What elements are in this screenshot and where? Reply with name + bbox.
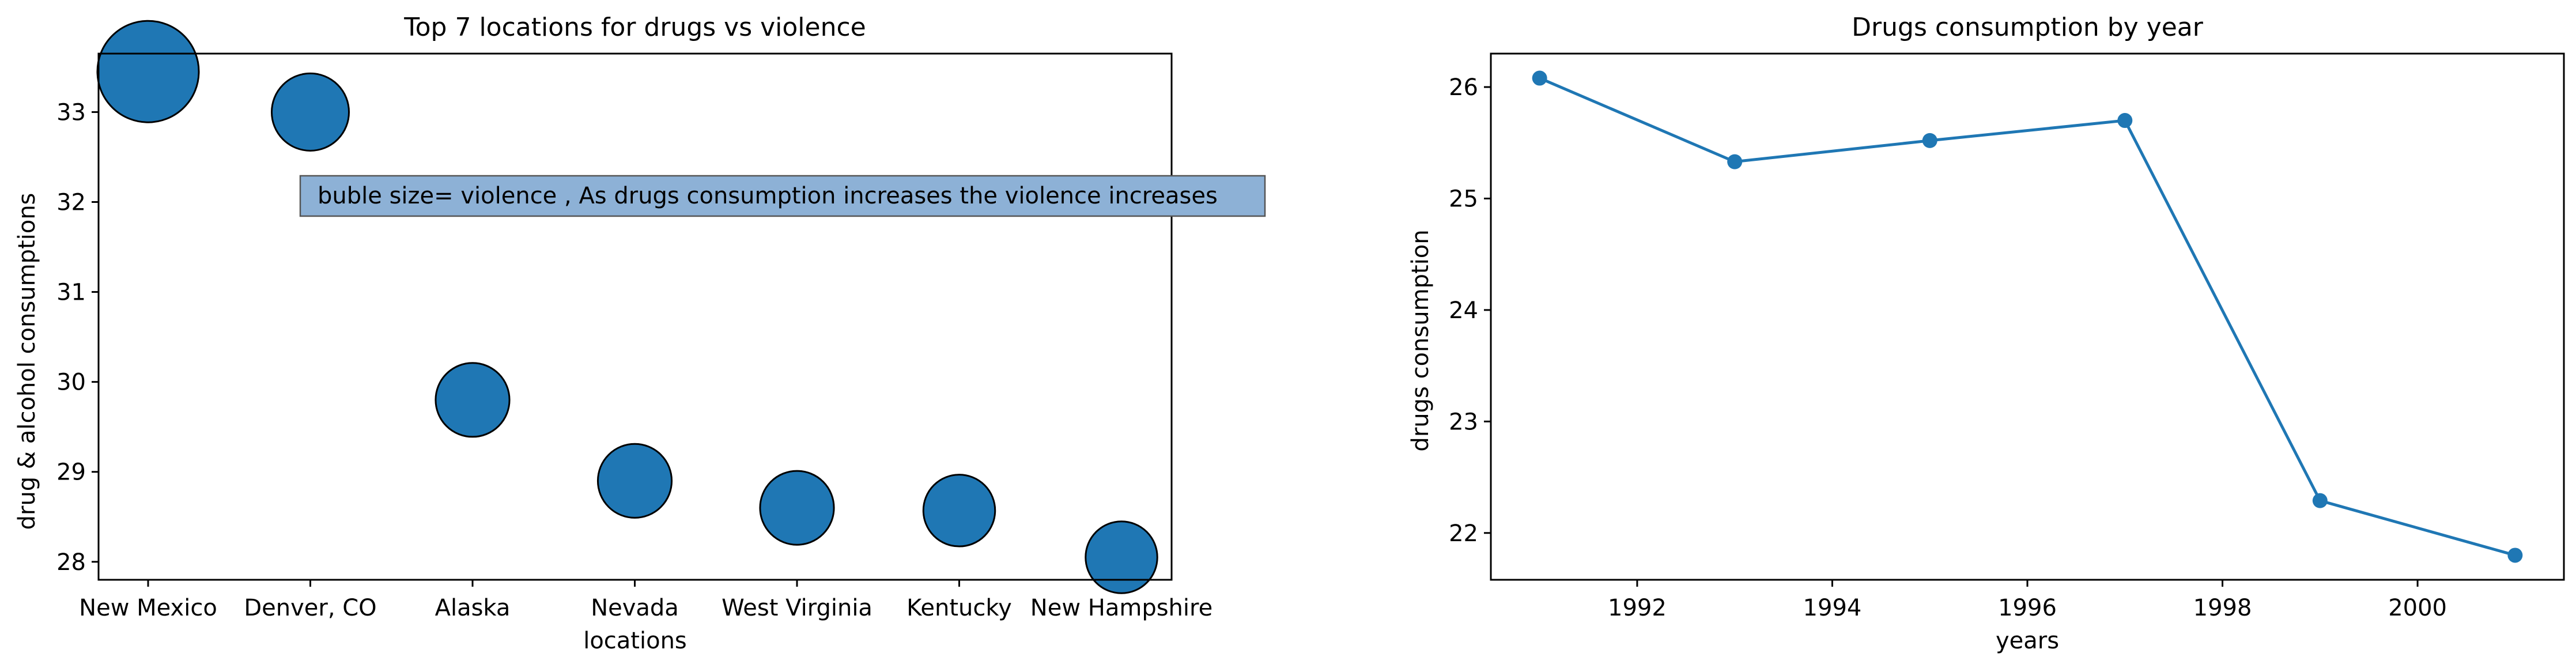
bubble [922, 474, 996, 548]
y-tick-label: 22 [1449, 520, 1478, 547]
data-point [2117, 113, 2133, 129]
data-point [2312, 493, 2328, 508]
x-tick-label: Kentucky [906, 595, 1012, 621]
data-point [1727, 154, 1743, 169]
bubble-chart-y-ticks: 28 29 30 31 32 33 [56, 99, 99, 576]
x-tick-label: Denver, CO [244, 595, 376, 621]
annotation-box [299, 175, 1266, 217]
line-chart-points [1532, 70, 2523, 563]
y-tick-label: 23 [1449, 409, 1478, 435]
bubble-chart: Top 7 locations for drugs vs violence lo… [14, 13, 1266, 654]
y-tick-label: 32 [56, 190, 86, 216]
line-chart-y-ticks: 22 23 24 25 26 [1449, 74, 1491, 547]
x-tick-label: New Hampshire [1030, 595, 1213, 621]
y-tick-label: 28 [56, 549, 86, 576]
x-tick-label: 1992 [1608, 595, 1667, 621]
line-chart: Drugs consumption by year years drugs co… [1407, 13, 2565, 654]
y-tick-label: 30 [56, 369, 86, 396]
bubble-chart-y-axis-label: drug & alcohol consumptions [14, 193, 40, 530]
x-tick-label: 1994 [1803, 595, 1862, 621]
x-tick-label: Alaska [435, 595, 511, 621]
x-tick-label: Nevada [591, 595, 679, 621]
bubble-chart-bubbles [96, 20, 1158, 594]
y-tick-label: 31 [56, 280, 86, 306]
bubble-chart-frame [97, 52, 1173, 581]
x-tick-label: 1996 [1998, 595, 2057, 621]
line-chart-y-axis-label: drugs consumption [1407, 229, 1434, 451]
y-tick-label: 33 [56, 99, 86, 126]
bubble-size-annotation: buble size= violence , As drugs consumpt… [299, 175, 1266, 217]
line-chart-title: Drugs consumption by year [1852, 13, 2204, 42]
x-tick-label: 2000 [2388, 595, 2447, 621]
bubble [270, 72, 350, 152]
x-tick-label: 1998 [2193, 595, 2252, 621]
line-chart-x-ticks: 1992 1994 1996 1998 2000 [1608, 580, 2447, 621]
bubble [1085, 520, 1158, 594]
bubble [435, 362, 511, 438]
annotation-text: buble size= violence , As drugs consumpt… [318, 183, 1218, 209]
x-tick-label: New Mexico [79, 595, 217, 621]
bubble-chart-x-ticks: New Mexico Denver, CO Alaska Nevada West Vir… [79, 580, 1213, 621]
x-tick-label: West Virginia [722, 595, 872, 621]
bubble [759, 470, 835, 546]
y-tick-label: 29 [56, 459, 86, 486]
bubble-chart-title: Top 7 locations for drugs vs violence [403, 13, 866, 42]
line-chart-frame [1490, 52, 2565, 581]
line-chart-x-axis-label: years [1996, 628, 2059, 654]
line-chart-series-line [1539, 77, 2516, 557]
y-tick-label: 25 [1449, 186, 1478, 212]
y-tick-label: 24 [1449, 297, 1478, 324]
bubble-chart-x-axis-label: locations [583, 628, 687, 654]
data-point [2507, 548, 2523, 563]
y-tick-label: 26 [1449, 74, 1478, 101]
bubble [596, 443, 673, 519]
bubble [96, 20, 200, 123]
data-point [1532, 70, 1547, 86]
data-point [1922, 133, 1937, 148]
